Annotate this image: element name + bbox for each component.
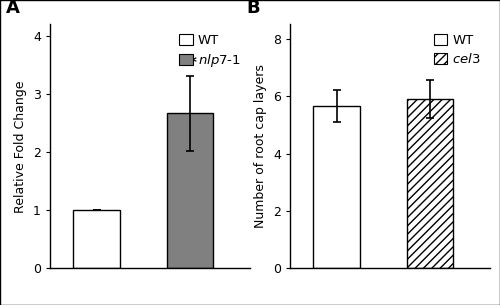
Bar [166,113,214,268]
Text: A: A [6,0,20,17]
Y-axis label: Relative Fold Change: Relative Fold Change [14,80,28,213]
Text: B: B [246,0,260,17]
Text: **: ** [182,56,198,71]
Legend: WT, $\it{nlp7}$-$\it{1}$: WT, $\it{nlp7}$-$\it{1}$ [176,31,244,72]
Bar [406,99,454,268]
Bar [314,106,360,268]
Legend: WT, $\it{cel3}$: WT, $\it{cel3}$ [431,31,484,69]
Y-axis label: Number of root cap layers: Number of root cap layers [254,64,268,228]
Bar [74,210,120,268]
